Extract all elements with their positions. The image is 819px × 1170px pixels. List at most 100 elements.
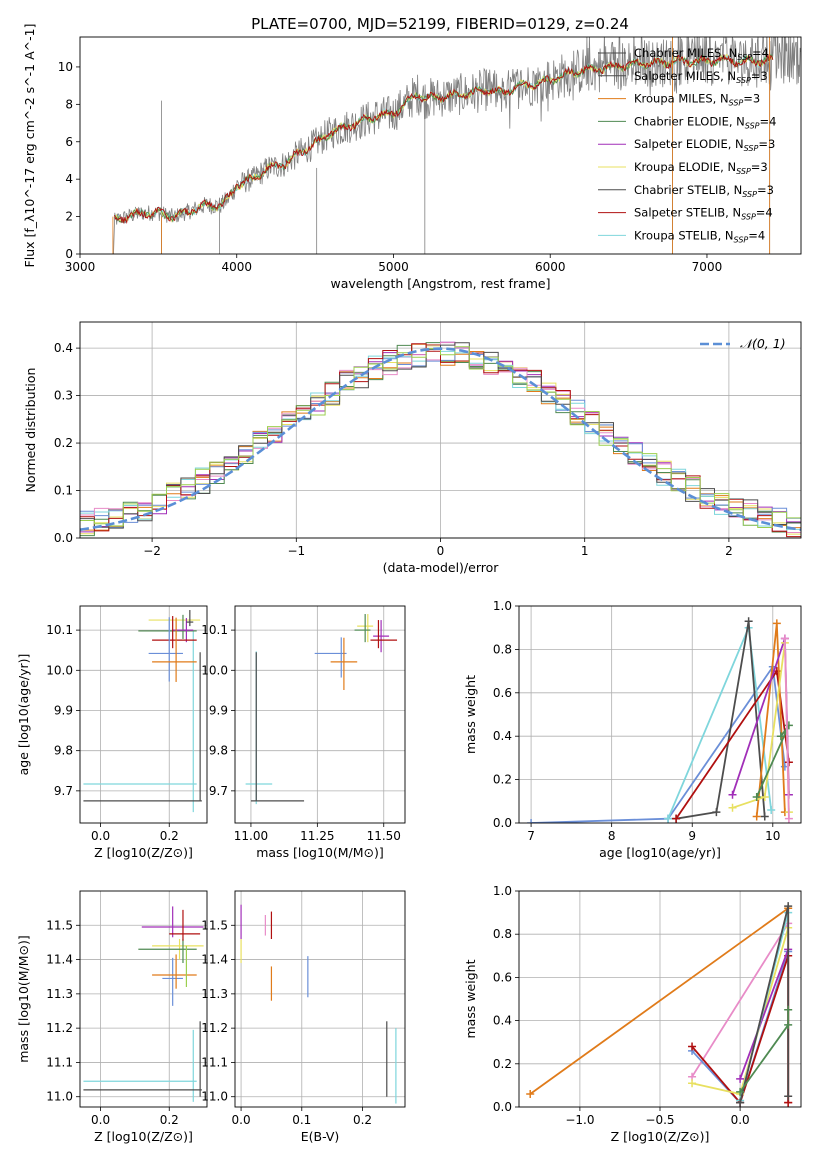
mass-weight-marker xyxy=(767,805,776,814)
mass-weight-marker xyxy=(784,1092,793,1101)
y-tick-label: 9.7 xyxy=(54,784,73,798)
x-tick-label: 2 xyxy=(725,544,733,558)
axes-frame xyxy=(234,605,406,824)
y-tick-label: 11.5 xyxy=(46,918,73,932)
mass-weight-series-line xyxy=(531,664,786,823)
y-tick-label: 9.8 xyxy=(54,744,73,758)
y-tick-label: 9.8 xyxy=(209,744,228,758)
mass-weight-marker xyxy=(780,634,789,643)
y-tick-label: 0.3 xyxy=(54,389,73,403)
mass-weight-marker xyxy=(784,814,793,823)
legend-label: Chabrier ELODIE, NSSP=4 xyxy=(634,114,776,130)
y-tick-label: 0.2 xyxy=(493,1057,512,1071)
x-tick-label: 4000 xyxy=(221,260,252,274)
x-tick-label: 11.50 xyxy=(367,829,401,843)
age-weight-panel: 7 8 9 10 0.0 0.2 0.4 0.6 0.8 1.0 age [log10(age/yr… xyxy=(463,599,802,860)
mass-weight-marker xyxy=(776,732,785,741)
y-tick-label: 0.2 xyxy=(54,436,73,450)
x-tick-label: 8 xyxy=(608,829,616,843)
y-tick-label: 0.6 xyxy=(493,686,512,700)
legend-label: Chabrier STELIB, NSSP=3 xyxy=(634,183,774,199)
y-tick-label: 10.0 xyxy=(201,663,228,677)
y-axis-label: mass weight xyxy=(463,959,478,1038)
plot-area xyxy=(80,341,801,538)
y-axis-label: Normed distribution xyxy=(23,368,38,493)
mass-weight-marker xyxy=(784,1020,793,1029)
x-axis-label: wavelength [Angstrom, rest frame] xyxy=(330,276,550,291)
y-tick-label: 11.5 xyxy=(201,918,228,932)
y-tick-label: 11.1 xyxy=(201,1055,228,1069)
y-axis-label: age [log10(age/yr)] xyxy=(16,654,31,776)
y-tick-label: 0.4 xyxy=(493,1014,512,1028)
plot-area xyxy=(83,906,204,1102)
y-tick-label: 10.1 xyxy=(201,623,228,637)
x-tick-label: 11.25 xyxy=(300,829,334,843)
y-tick-label: 8 xyxy=(65,97,73,111)
mass-weight-marker xyxy=(712,808,721,817)
y-tick-label: 0.0 xyxy=(54,531,73,545)
y-tick-label: 0.4 xyxy=(493,729,512,743)
mass-weight-marker xyxy=(736,1098,745,1107)
axes-frame xyxy=(79,605,208,824)
mass-weight-marker xyxy=(526,1090,535,1099)
y-tick-label: 0.2 xyxy=(493,773,512,787)
mass-weight-marker xyxy=(688,1079,697,1088)
mass-weight-marker xyxy=(784,902,793,911)
mass-weight-marker xyxy=(527,819,536,823)
x-tick-label: 0.2 xyxy=(353,1113,372,1127)
x-tick-label: 0.0 xyxy=(91,1113,110,1127)
y-axis-label: mass [log10(M/M⊙)] xyxy=(16,935,31,1063)
x-tick-label: 0.0 xyxy=(91,829,110,843)
x-tick-label: 10 xyxy=(765,829,780,843)
x-tick-label: 7 xyxy=(527,829,535,843)
y-tick-label: 0 xyxy=(65,247,73,261)
x-tick-label: 11.00 xyxy=(234,829,268,843)
model-spectrum-line xyxy=(114,53,774,224)
x-tick-label: 0.2 xyxy=(160,1113,179,1127)
legend-label: Chabrier MILES, NSSP=4 xyxy=(634,46,769,62)
mass-weight-marker xyxy=(744,617,753,626)
axes-frame xyxy=(518,890,802,1108)
x-tick-label: −0.5 xyxy=(645,1113,674,1127)
y-tick-label: 6 xyxy=(65,135,73,149)
mass-weight-marker xyxy=(752,812,761,821)
x-tick-label: 5000 xyxy=(378,260,409,274)
mass-weight-marker xyxy=(736,1074,745,1083)
x-axis-label: Z [log10(Z/Z⊙)] xyxy=(611,1129,710,1144)
x-axis-label: (data-model)/error xyxy=(383,560,500,575)
x-tick-label: −1 xyxy=(287,544,305,558)
axes-frame xyxy=(518,605,802,824)
plot-area xyxy=(527,617,793,823)
mass-weight-marker xyxy=(688,1042,697,1051)
plot-area xyxy=(83,610,202,813)
mass-weight-marker xyxy=(728,790,737,799)
legend-label: Salpeter MILES, NSSP=3 xyxy=(634,69,768,85)
x-axis-label: age [log10(age/yr)] xyxy=(599,845,721,860)
ebv-mass-panel: 0.0 0.1 0.2 11.0 11.1 11.2 11.3 11.4 11.5 E(B-V) xyxy=(201,890,406,1144)
y-axis-label: mass weight xyxy=(463,675,478,754)
axes-frame xyxy=(79,890,208,1108)
metallicity-age-panel: 0.0 0.2 9.7 9.8 9.9 10.0 10.1 Z [log10(Z/Z⊙)] ag… xyxy=(16,605,208,860)
spectrum-panel: 3000 4000 5000 6000 7000 0 2 4 6 8 10 wavelength [A… xyxy=(22,24,802,291)
mass-weight-marker xyxy=(672,814,681,823)
x-tick-label: 9 xyxy=(688,829,696,843)
x-tick-label: 0.0 xyxy=(232,1113,251,1127)
legend-label: Salpeter ELODIE, NSSP=3 xyxy=(634,137,775,153)
y-tick-label: 0.4 xyxy=(54,341,73,355)
y-tick-label: 11.0 xyxy=(46,1090,73,1104)
y-tick-label: 1.0 xyxy=(493,884,512,898)
y-tick-label: 1.0 xyxy=(493,599,512,613)
model-spectrum-line xyxy=(114,53,774,223)
mass-weight-marker xyxy=(772,619,781,628)
y-tick-label: 0.0 xyxy=(493,816,512,830)
mass-weight-marker xyxy=(736,1087,745,1096)
x-axis-label: Z [log10(Z/Z⊙)] xyxy=(94,845,193,860)
mass-weight-marker xyxy=(752,792,761,801)
y-tick-label: 10.0 xyxy=(46,663,73,677)
x-axis-label: Z [log10(Z/Z⊙)] xyxy=(94,1129,193,1144)
axes-frame xyxy=(234,890,406,1108)
mass-weight-series-line xyxy=(784,638,790,819)
y-tick-label: 9.7 xyxy=(209,784,228,798)
residual-histogram-series xyxy=(80,342,801,529)
